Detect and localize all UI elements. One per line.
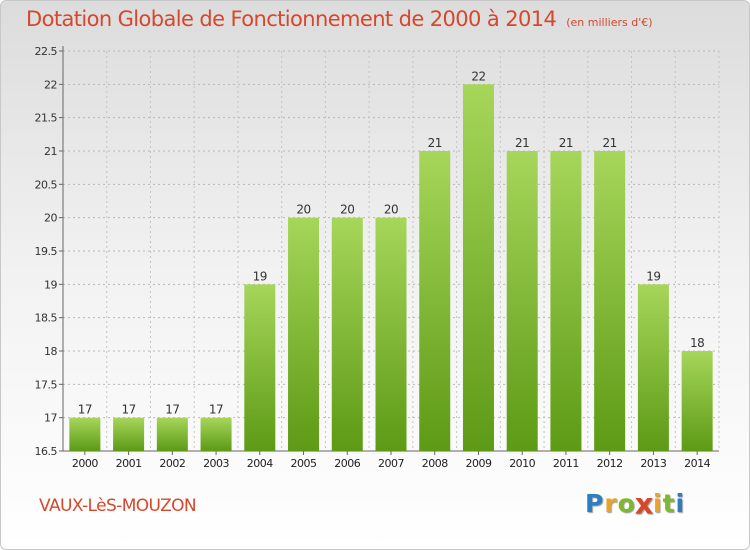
logo-letter: x [634,486,655,521]
x-tick-label: 2011 [553,457,579,470]
data-label: 20 [340,203,354,217]
data-label: 17 [78,403,92,417]
data-label: 19 [253,269,267,283]
logo-letter: o [617,489,636,518]
proxiti-logo: Proxiti [585,486,686,521]
data-label: 17 [121,403,135,417]
data-label: 21 [428,136,442,150]
bar [200,417,232,451]
chart-subtitle: (en milliers d'€) [566,16,653,29]
data-label: 19 [646,269,660,283]
y-tick-label: 19.5 [35,245,58,258]
logo-letter: r [604,489,618,518]
x-tick-label: 2002 [159,457,185,470]
x-tick-label: 2012 [597,457,623,470]
y-tick-label: 18 [44,345,57,358]
bar [375,217,407,451]
bar [331,217,363,451]
y-tick-label: 17.5 [35,378,58,391]
logo-letter: i [653,489,663,518]
x-tick-label: 2005 [291,457,317,470]
x-tick-label: 2004 [247,457,273,470]
x-tick-label: 2009 [465,457,491,470]
bar [419,151,451,451]
bar [550,151,582,451]
y-tick-label: 21.5 [35,112,58,125]
x-tick-label: 2001 [116,457,142,470]
x-tick-label: 2003 [203,457,229,470]
x-tick-label: 2007 [378,457,404,470]
commune-name: VAUX-LèS-MOUZON [39,496,197,516]
bar [594,151,626,451]
x-tick-label: 2006 [334,457,360,470]
x-tick-label: 2013 [640,457,666,470]
bar [69,417,101,451]
bar-layer [69,84,713,451]
x-tick-label: 2000 [72,457,98,470]
x-tick-label: 2014 [684,457,710,470]
bar [462,84,494,451]
label-layer: 16.5 17 17.5 18 18.5 19 19.5 20 20.5 21 21.5 22 22.5… [35,45,712,470]
y-tick-label: 16.5 [35,445,58,458]
y-tick-label: 22 [44,78,57,91]
data-label: 18 [690,336,704,350]
bar [113,417,145,451]
data-label: 17 [165,403,179,417]
x-tick-label: 2010 [509,457,535,470]
bar [288,217,320,451]
data-label: 21 [559,136,573,150]
y-tick-label: 17 [44,412,57,425]
x-tick-label: 2008 [422,457,448,470]
bar [681,351,713,451]
data-label: 21 [603,136,617,150]
y-tick-label: 20.5 [35,178,58,191]
logo-letter: i [675,489,686,518]
y-tick-label: 19 [44,278,57,291]
data-label: 17 [209,403,223,417]
data-label: 20 [384,203,398,217]
data-label: 21 [515,136,529,150]
bar [156,417,188,451]
bar [637,284,669,451]
y-tick-label: 20 [44,212,57,225]
data-label: 22 [471,69,485,83]
data-label: 20 [296,203,310,217]
logo-letter: t [662,489,676,518]
chart-title-row: Dotation Globale de Fonctionnement de 20… [26,7,653,31]
logo-letter: P [585,489,605,518]
y-tick-label: 18.5 [35,312,58,325]
bar [506,151,538,451]
bar [244,284,276,451]
y-tick-label: 21 [44,145,57,158]
y-tick-label: 22.5 [35,45,58,58]
chart-title: Dotation Globale de Fonctionnement de 20… [26,7,557,31]
